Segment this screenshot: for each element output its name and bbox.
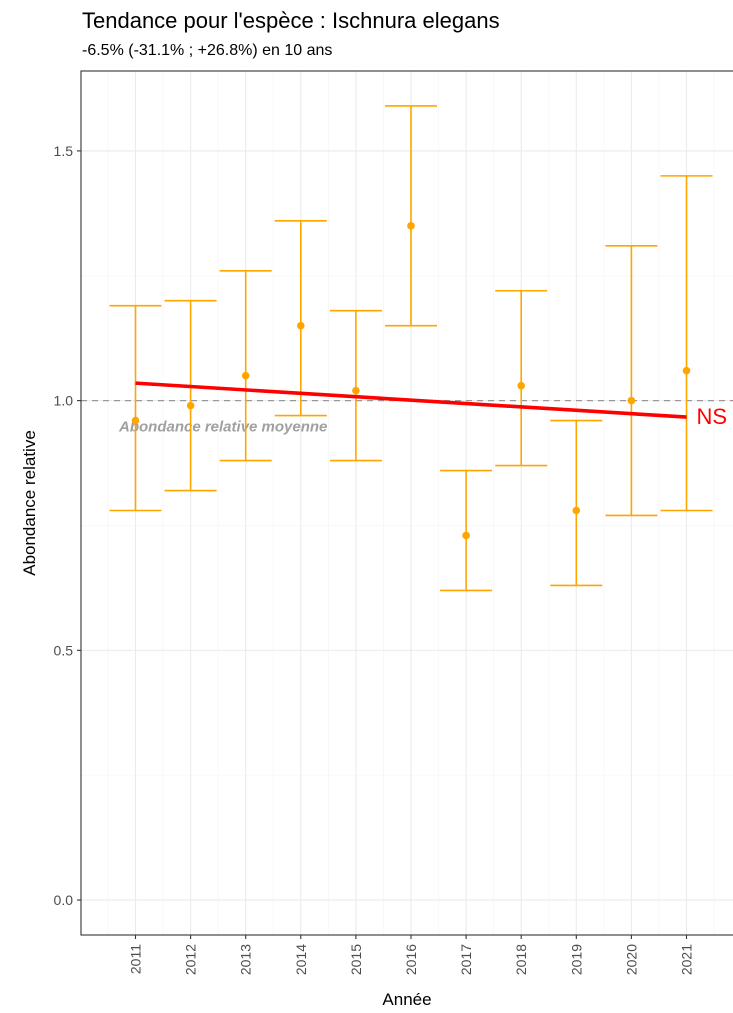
y-tick-label: 0.5 <box>54 642 74 658</box>
trend-line <box>135 381 687 419</box>
x-tick-label: 2018 <box>513 944 529 975</box>
error-bar-2012 <box>164 299 217 492</box>
error-bar-2017 <box>440 469 493 592</box>
y-tick-label: 1.5 <box>54 143 74 159</box>
point-2012 <box>186 401 195 410</box>
chart-subtitle: -6.5% (-31.1% ; +26.8%) en 10 ans <box>82 42 333 59</box>
point-2011 <box>131 416 140 425</box>
points <box>131 222 691 540</box>
panel-border <box>80 70 733 936</box>
error-bar-2015 <box>329 309 382 462</box>
x-tick-label: 2014 <box>293 944 309 975</box>
grid <box>81 71 733 935</box>
trend-group: NS <box>135 381 728 429</box>
point-2018 <box>517 381 525 390</box>
error-bar-2021 <box>660 175 713 512</box>
y-tick-label: 1.0 <box>54 393 74 409</box>
point-2016 <box>407 222 415 230</box>
reference-line-group: Abondance relative moyenne <box>81 399 733 436</box>
error-bar-2016 <box>385 105 437 327</box>
point-2017 <box>462 531 470 540</box>
error-bar-2019 <box>550 419 603 587</box>
y-axis-label: Abondance relative <box>20 430 39 576</box>
point-2021 <box>682 366 691 375</box>
axes <box>80 70 733 936</box>
x-tick-label: 2016 <box>403 944 419 975</box>
x-tick-label: 2017 <box>458 944 474 975</box>
point-2020 <box>627 396 636 405</box>
point-2014 <box>297 321 305 330</box>
point-2015 <box>352 386 360 395</box>
error-bar-2014 <box>274 220 327 417</box>
error-bar-2011 <box>109 304 162 512</box>
error-bar-2013 <box>219 269 272 462</box>
reference-label: Abondance relative moyenne <box>118 419 327 436</box>
trend-label: NS <box>697 404 728 429</box>
x-axis-label: Année <box>382 990 431 1009</box>
point-2019 <box>572 506 581 515</box>
error-bars <box>109 105 713 592</box>
x-ticks: 2011 2012 2013 2014 2015 2016 2017 2018 2019 2020… <box>128 935 695 975</box>
x-tick-label: 2021 <box>679 944 695 975</box>
y-ticks: 0.0 0.5 1.0 1.5 <box>54 143 81 908</box>
x-tick-label: 2011 <box>128 944 144 974</box>
x-tick-label: 2020 <box>623 944 639 975</box>
x-tick-label: 2019 <box>568 944 584 975</box>
y-tick-label: 0.0 <box>54 892 74 908</box>
x-tick-label: 2012 <box>183 944 199 975</box>
x-tick-label: 2013 <box>238 944 254 975</box>
error-bar-2018 <box>495 289 548 467</box>
point-2013 <box>241 371 250 380</box>
chart-title: Tendance pour l'espèce : Ischnura elegan… <box>82 8 500 33</box>
error-bar-2020 <box>605 244 658 517</box>
x-tick-label: 2015 <box>348 944 364 975</box>
